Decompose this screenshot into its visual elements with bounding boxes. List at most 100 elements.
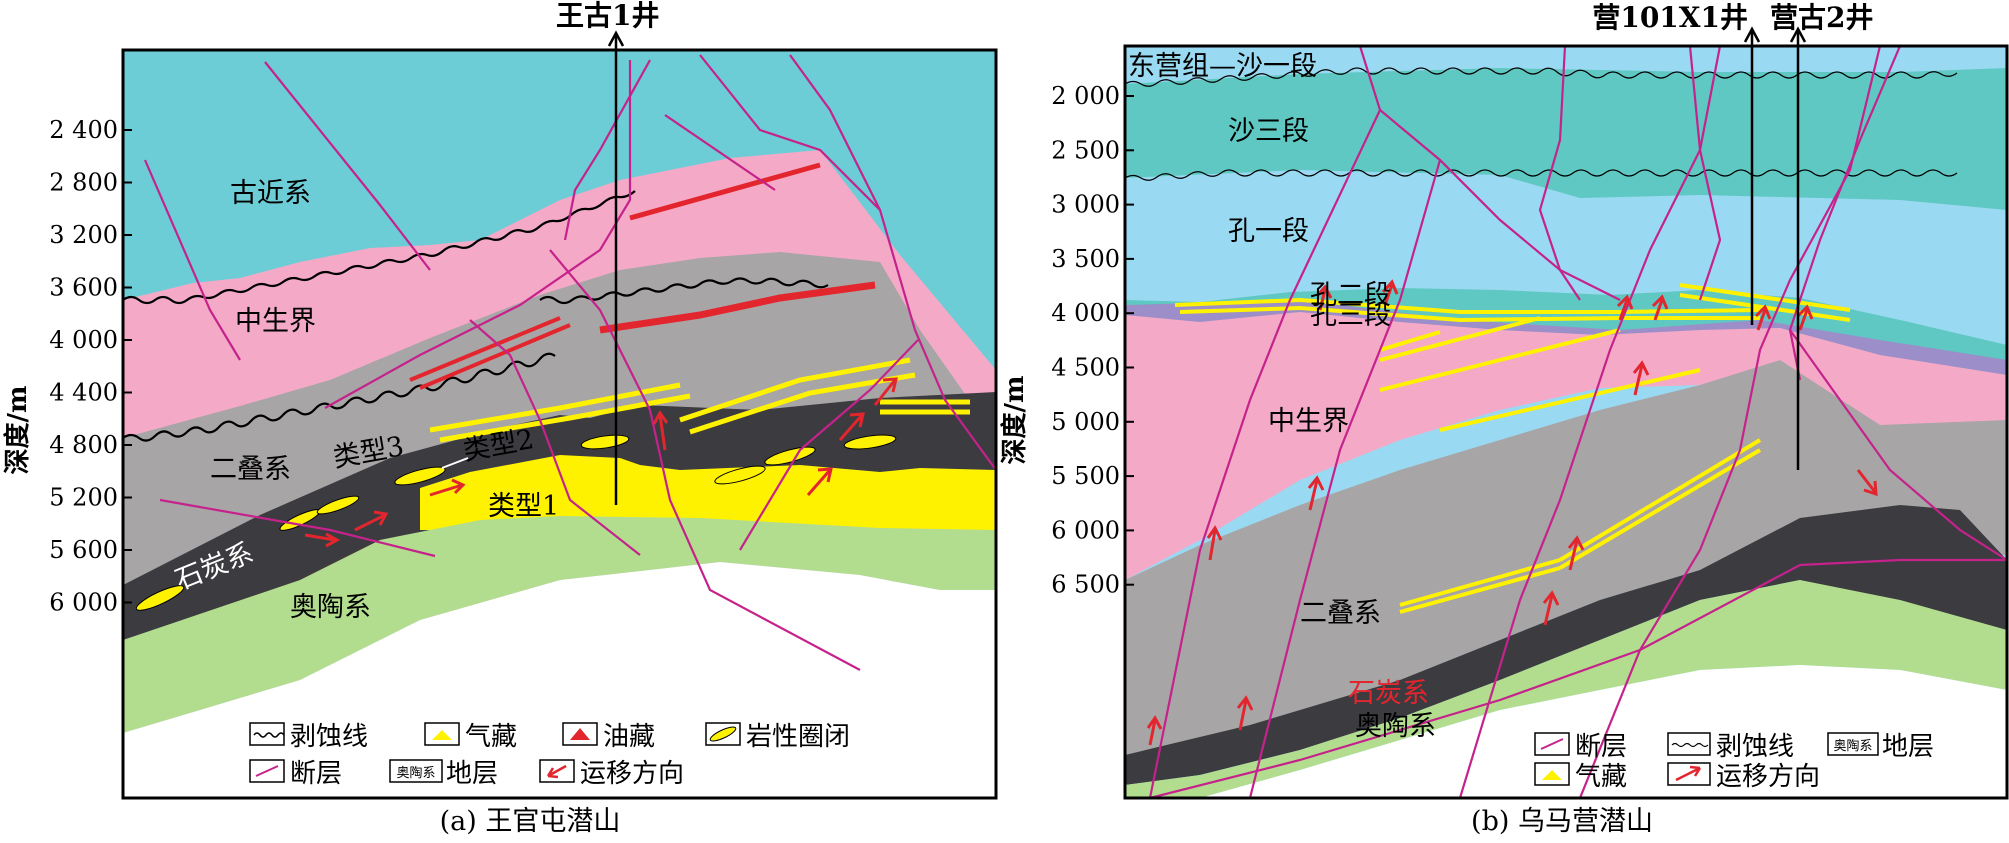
migration-arrow: [1568, 539, 1579, 571]
legend-fault-label: 断层: [290, 759, 342, 789]
faults: [143, 54, 996, 671]
legend-a: 剥蚀线 气藏 油藏 岩性圈闭 断层 奥陶系 地层 运移方向: [249, 722, 850, 789]
migration-arrow-icon: [1675, 765, 1702, 782]
depth-tick-label: 2 500: [1051, 136, 1120, 164]
gas-reservoirs-b: [1174, 283, 1851, 614]
depth-tick-label: 4 800: [49, 431, 118, 459]
migration-arrow-head: [1381, 279, 1399, 295]
migration-arrow-head: [652, 410, 669, 425]
panel-b-section: 东营组—沙一段 沙三段 孔一段 孔二段 孔三段 中生界 二叠系 石炭系 奥陶系: [1125, 46, 2007, 798]
depth-tick-label: 4 400: [49, 379, 118, 407]
carboniferous-layer-b: [1125, 505, 2007, 785]
panel-a: 古近系 中生界 二叠系 石炭系 奥陶系 类型3 类型2 类型1 王古1井 深度/…: [2, 0, 998, 837]
legend-b: 断层 剥蚀线 奥陶系 地层 气藏 运移方向: [1534, 732, 1934, 792]
depth-tick-label: 2 800: [49, 169, 118, 197]
legend-trap-label: 岩性圈闭: [746, 722, 850, 752]
migration-arrows-b: [1146, 279, 1878, 746]
depth-tick-label: 4 000: [1051, 299, 1120, 327]
depth-tick-label: 5 600: [49, 536, 118, 564]
depth-tick-label: 5 000: [1051, 408, 1120, 436]
label-kong1: 孔一段: [1228, 216, 1309, 247]
fault-line: [664, 114, 776, 191]
lithologic-trap: [316, 495, 360, 515]
gas-reservoir: [429, 382, 681, 433]
migration-arrow-head: [849, 412, 865, 428]
gas-reservoir: [1558, 438, 1762, 562]
depth-tick-label: 3 600: [49, 274, 118, 302]
fault-line: [789, 54, 881, 211]
fault-icon: [255, 765, 279, 777]
legend-stratum-label-b: 地层: [1882, 732, 1934, 762]
erosion-line-b1: [1125, 67, 1958, 87]
gas-reservoir: [1179, 305, 1760, 323]
migration-arrow-head: [817, 467, 833, 483]
type2-leader-line: [441, 457, 469, 469]
migration-arrow: [1543, 594, 1554, 626]
migration-arrow: [1308, 479, 1319, 511]
gas-reservoir: [1439, 368, 1701, 432]
migration-arrow-head: [1651, 294, 1669, 310]
migration-arrow-head: [1307, 475, 1325, 491]
type1-gas-zone: [420, 455, 996, 535]
well-arrow-head: [1789, 26, 1807, 43]
lithologic-trap: [135, 585, 185, 611]
oil-reservoir: [599, 281, 876, 334]
migration-arrow: [873, 379, 897, 406]
caption-b: (b) 乌马营潜山: [1471, 806, 1653, 837]
lithologic-traps: [135, 434, 897, 611]
depth-axis-title-a: 深度/m: [2, 385, 33, 474]
label-mesozoic: 中生界: [235, 306, 316, 337]
oil-reservoir: [419, 323, 571, 390]
erosion-line-b2: [1125, 169, 1958, 181]
fault-line: [324, 60, 632, 409]
permian-layer-b: [1125, 360, 2007, 780]
fault-line: [1148, 109, 1381, 798]
fault-line: [1639, 558, 2007, 651]
migration-arrow-head: [1567, 535, 1585, 551]
migration-arrow: [1383, 284, 1394, 306]
label-ordovician-b: 奥陶系: [1355, 711, 1436, 742]
basement-white: [123, 562, 996, 798]
fault-line: [159, 498, 436, 558]
migration-arrow: [1756, 309, 1767, 331]
migration-arrow-head: [373, 510, 389, 526]
erosion-line-a2: [123, 352, 556, 442]
migration-arrow-head: [1754, 304, 1772, 320]
migration-arrow: [429, 483, 463, 497]
migration-arrow-head: [1796, 304, 1814, 320]
legend-erosion-label-b: 剥蚀线: [1716, 732, 1794, 762]
gas-reservoir: [1679, 283, 1851, 312]
legend-fault-label-b: 断层: [1575, 732, 1627, 762]
migration-arrow: [1653, 299, 1664, 321]
label-permian: 二叠系: [210, 454, 291, 485]
gas-reservoir: [1399, 566, 1561, 614]
panel-b: 东营组—沙一段 沙三段 孔一段 孔二段 孔三段 中生界 二叠系 石炭系 奥陶系 …: [999, 1, 2009, 837]
fault-line: [1149, 648, 1641, 798]
label-paleogene: 古近系: [230, 178, 311, 209]
migration-arrow-head: [1632, 360, 1650, 376]
depth-tick-label: 3 200: [49, 221, 118, 249]
fault-line: [469, 319, 641, 556]
gas-icon: [432, 730, 452, 740]
label-carboniferous-b: 石炭系: [1348, 678, 1429, 709]
legend-stratum-swatch: [389, 759, 443, 783]
migration-arrow: [658, 414, 667, 451]
fault-line: [1688, 46, 1722, 301]
migration-arrow: [1208, 529, 1217, 561]
migration-arrow-head: [1616, 294, 1634, 310]
migration-arrow: [1238, 699, 1248, 731]
migration-arrow-head: [1315, 284, 1333, 299]
depth-tick-label: 5 500: [1051, 462, 1120, 490]
fault-line: [563, 59, 651, 241]
well-label-b2: 营古2井: [1770, 1, 1873, 34]
legend-migration-label: 运移方向: [580, 759, 684, 789]
ordovician-layer: [123, 516, 996, 733]
migration-arrow: [1148, 719, 1157, 746]
gas-reservoir: [1379, 328, 1621, 392]
ordovician-layer-b: [1125, 580, 2007, 798]
migration-arrow: [806, 469, 832, 496]
migration-arrow: [1798, 309, 1809, 331]
depth-tick-label: 2 400: [49, 116, 118, 144]
